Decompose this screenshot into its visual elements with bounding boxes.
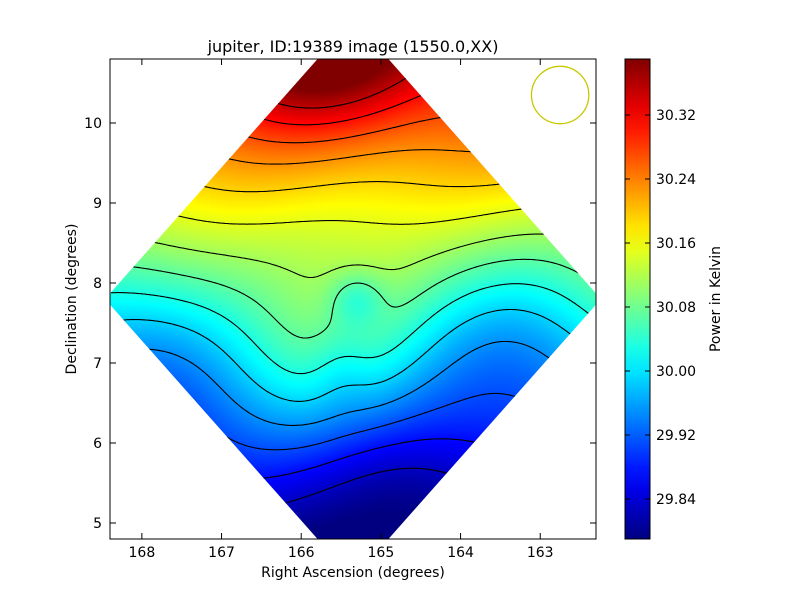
y-tick-label: 8 <box>93 276 102 292</box>
colorbar-gradient <box>625 59 650 539</box>
colorbar-tick-label: 29.84 <box>656 492 696 508</box>
x-axis-label: Right Ascension (degrees) <box>261 565 445 581</box>
colorbar-tick-label: 30.24 <box>656 172 696 188</box>
y-tick-label: 6 <box>93 436 102 452</box>
x-tick-label: 164 <box>447 545 474 561</box>
y-axis: 5 6 7 8 9 10 <box>84 116 596 532</box>
colorbar: 29.84 29.92 30.00 30.08 30.16 30.24 30.32 Powe… <box>624 58 724 540</box>
colorbar-tick-label: 30.08 <box>656 300 696 316</box>
colorbar-tick-label: 30.00 <box>656 364 696 380</box>
y-tick-label: 7 <box>93 356 102 372</box>
y-tick-label: 9 <box>93 196 102 212</box>
plot-frame <box>109 58 597 540</box>
x-tick-label: 166 <box>288 545 315 561</box>
y-axis-label: Declination (degrees) <box>64 224 80 375</box>
colorbar-tick-label: 30.16 <box>656 236 696 252</box>
contour-level-4 <box>110 308 596 402</box>
chart-title: jupiter, ID:19389 image (1550.0,XX) <box>207 37 499 56</box>
y-tick-label: 5 <box>93 516 102 532</box>
x-tick-label: 168 <box>129 545 156 561</box>
colorbar-label: Power in Kelvin <box>708 246 724 352</box>
x-axis: 168 167 166 165 164 163 <box>129 59 554 561</box>
plot-area <box>109 58 597 540</box>
x-tick-label: 167 <box>208 545 235 561</box>
colorbar-ticks: 29.84 29.92 30.00 30.08 30.16 30.24 30.32 <box>625 108 696 508</box>
y-tick-label: 10 <box>84 116 102 132</box>
colorbar-tick-label: 30.32 <box>656 108 696 124</box>
beam-circle <box>530 65 590 125</box>
colorbar-tick-label: 29.92 <box>656 428 696 444</box>
colorbar-frame <box>624 58 651 540</box>
x-tick-label: 163 <box>527 545 554 561</box>
x-tick-label: 165 <box>368 545 395 561</box>
